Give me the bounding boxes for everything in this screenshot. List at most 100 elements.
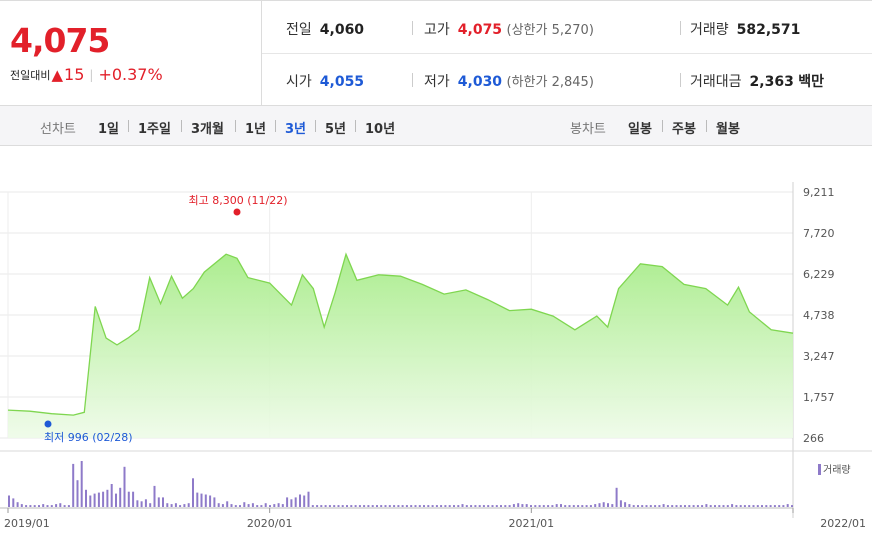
tab-3y[interactable]: 3년 bbox=[285, 122, 307, 137]
volume-bar bbox=[555, 504, 558, 507]
change-percent: +0.37% bbox=[98, 65, 163, 84]
volume-bar bbox=[140, 501, 143, 508]
volume-bars bbox=[8, 461, 793, 508]
lower-limit-value: 2,845 bbox=[551, 75, 589, 90]
volume-bar bbox=[718, 505, 721, 507]
volume-bar bbox=[560, 504, 562, 507]
volume-bar bbox=[367, 505, 370, 507]
volume-bar bbox=[376, 505, 378, 507]
volume-bar bbox=[20, 504, 23, 507]
volume-bar bbox=[628, 504, 631, 507]
volume-bar bbox=[534, 505, 537, 507]
volume-bar bbox=[461, 504, 464, 507]
volume-bar bbox=[773, 505, 776, 507]
volume-bar bbox=[144, 499, 147, 507]
volume-bar bbox=[106, 489, 109, 508]
volume-bar bbox=[491, 505, 494, 507]
volume-bar bbox=[611, 504, 614, 507]
tab-10y[interactable]: 10년 bbox=[365, 122, 396, 137]
volume-bar bbox=[714, 505, 716, 507]
tab-1y[interactable]: 1년 bbox=[245, 122, 267, 137]
volume-bar bbox=[440, 505, 443, 507]
volume-bar bbox=[341, 505, 344, 507]
volume-bar bbox=[765, 505, 768, 507]
volume-bar bbox=[311, 505, 314, 507]
tab-daily[interactable]: 일봉 bbox=[628, 122, 652, 137]
volume-bar bbox=[470, 505, 473, 507]
volume-bar bbox=[50, 505, 53, 507]
stat-label: 거래량 bbox=[690, 22, 729, 38]
y-tick-label: 266 bbox=[803, 432, 824, 445]
volume-bar bbox=[778, 505, 781, 507]
y-tick-label: 6,229 bbox=[803, 268, 835, 281]
volume-bar bbox=[739, 505, 742, 507]
volume-bar bbox=[277, 503, 280, 507]
volume-bar bbox=[474, 505, 477, 507]
volume-bar bbox=[85, 489, 87, 508]
volume-bar bbox=[76, 480, 79, 507]
volume-bar bbox=[521, 504, 524, 507]
volume-bar bbox=[119, 487, 122, 507]
tab-3m[interactable]: 3개월 bbox=[191, 122, 224, 137]
y-tick-label: 4,738 bbox=[803, 309, 835, 322]
volume-bar bbox=[688, 505, 691, 507]
volume-bar bbox=[89, 495, 92, 507]
volume-bar bbox=[269, 505, 271, 507]
volume-bar bbox=[495, 505, 498, 507]
volume-bar bbox=[512, 504, 515, 507]
volume-bar bbox=[200, 493, 203, 507]
volume-bar bbox=[692, 505, 695, 507]
stat-label: 저가 bbox=[424, 74, 450, 90]
x-tick-label: 2019/01 bbox=[4, 517, 50, 530]
volume-bar bbox=[478, 505, 481, 507]
volume-bar bbox=[675, 505, 678, 507]
volume-bar bbox=[641, 505, 644, 507]
volume-bar bbox=[174, 503, 177, 507]
divider bbox=[355, 120, 356, 132]
volume-bar bbox=[115, 493, 117, 507]
volume-bar bbox=[162, 497, 164, 507]
stat-label: 거래대금 bbox=[690, 74, 742, 90]
volume-bar bbox=[615, 487, 618, 507]
tab-1d[interactable]: 1일 bbox=[98, 122, 120, 137]
volume-bar bbox=[585, 505, 588, 507]
stat-value: 4,055 bbox=[319, 74, 365, 90]
tab-weekly[interactable]: 주봉 bbox=[672, 122, 696, 137]
volume-bar bbox=[500, 505, 502, 507]
quote-summary: 4,075 전일대비 ▲ 15 | +0.37% 전일 4,060 고가 4,075… bbox=[0, 0, 872, 106]
volume-bar bbox=[264, 503, 267, 507]
volume-bar bbox=[786, 504, 789, 507]
volume-bar bbox=[684, 505, 686, 507]
divider bbox=[680, 21, 681, 35]
divider bbox=[412, 73, 413, 87]
volume-bar bbox=[752, 505, 755, 507]
stat-open: 시가 4,055 bbox=[286, 71, 364, 91]
volume-bar bbox=[696, 505, 699, 507]
upper-limit: (상한가 5,270) bbox=[507, 23, 594, 38]
volume-bar bbox=[384, 505, 387, 507]
volume-bar bbox=[705, 504, 708, 507]
volume-bar bbox=[55, 504, 58, 507]
volume-bar bbox=[204, 494, 207, 507]
volume-bar bbox=[401, 505, 404, 507]
tab-5y[interactable]: 5년 bbox=[325, 122, 347, 137]
volume-bar bbox=[286, 497, 289, 507]
volume-bar bbox=[482, 505, 485, 507]
volume-bar bbox=[251, 503, 254, 507]
volume-bar bbox=[303, 495, 306, 507]
volume-bar bbox=[294, 497, 297, 507]
volume-bar bbox=[666, 505, 669, 507]
volume-bar bbox=[525, 504, 528, 507]
volume-bar bbox=[72, 463, 75, 507]
x-tick-label: 2022/01 bbox=[820, 517, 866, 530]
volume-bar bbox=[581, 505, 584, 507]
volume-bar bbox=[136, 500, 139, 507]
volume-bar bbox=[243, 502, 246, 507]
volume-bar bbox=[748, 505, 751, 507]
stat-label: 시가 bbox=[286, 74, 312, 90]
tab-1w[interactable]: 1주일 bbox=[138, 122, 171, 137]
volume-bar bbox=[743, 505, 746, 507]
tab-monthly[interactable]: 월봉 bbox=[716, 122, 740, 137]
volume-bar bbox=[769, 505, 772, 507]
volume-bar bbox=[380, 505, 383, 507]
